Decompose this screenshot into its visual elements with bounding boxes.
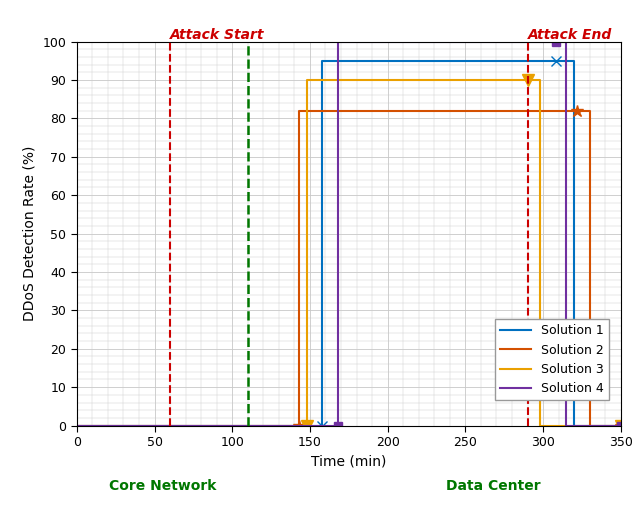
Solution 2 (617, 422, 625, 429)
Legend: Solution 1, Solution 2, Solution 3, Solution 4: Solution 1, Solution 2, Solution 3, Solu… (495, 319, 609, 400)
Solution 3 (303, 77, 310, 83)
Solution 3 (524, 77, 531, 83)
Solution 4 (322, 422, 330, 429)
Solution 2 (586, 422, 593, 429)
Solution 4 (563, 38, 570, 45)
Solution 4 (617, 422, 625, 429)
Line: Solution 4: Solution 4 (77, 42, 621, 426)
Solution 1 (73, 422, 81, 429)
Solution 2 (283, 422, 291, 429)
Solution 1 (303, 422, 310, 429)
Solution 1 (552, 58, 559, 64)
Solution 1 (552, 58, 559, 64)
Solution 2 (573, 107, 581, 114)
Solution 4 (563, 422, 570, 429)
Text: Attack Start: Attack Start (170, 28, 264, 42)
Solution 4 (322, 422, 330, 429)
Solution 2 (295, 107, 303, 114)
Solution 4 (73, 422, 81, 429)
Text: Core Network: Core Network (109, 480, 216, 494)
Solution 2 (573, 107, 581, 114)
Solution 3 (524, 77, 531, 83)
Solution 3 (291, 422, 298, 429)
Text: Data Center: Data Center (446, 480, 541, 494)
Solution 1 (319, 58, 326, 64)
Solution 3 (291, 422, 298, 429)
Solution 1 (617, 422, 625, 429)
Solution 2 (73, 422, 81, 429)
Solution 1 (570, 58, 578, 64)
Solution 4 (334, 422, 342, 429)
Solution 2 (283, 422, 291, 429)
Solution 2 (295, 422, 303, 429)
Solution 3 (617, 422, 625, 429)
Solution 3 (536, 77, 544, 83)
Solution 1 (303, 422, 310, 429)
Line: Solution 2: Solution 2 (77, 111, 621, 426)
Solution 3 (536, 422, 544, 429)
Solution 2 (586, 107, 593, 114)
Solution 1 (319, 422, 326, 429)
Line: Solution 1: Solution 1 (77, 61, 621, 426)
Solution 1 (570, 422, 578, 429)
Line: Solution 3: Solution 3 (77, 80, 621, 426)
Solution 4 (334, 38, 342, 45)
Solution 4 (552, 38, 559, 45)
Solution 3 (303, 422, 310, 429)
X-axis label: Time (min): Time (min) (311, 455, 387, 469)
Text: Attack End: Attack End (527, 28, 612, 42)
Solution 3 (73, 422, 81, 429)
Solution 4 (552, 38, 559, 45)
Y-axis label: DDoS Detection Rate (%): DDoS Detection Rate (%) (23, 146, 37, 321)
